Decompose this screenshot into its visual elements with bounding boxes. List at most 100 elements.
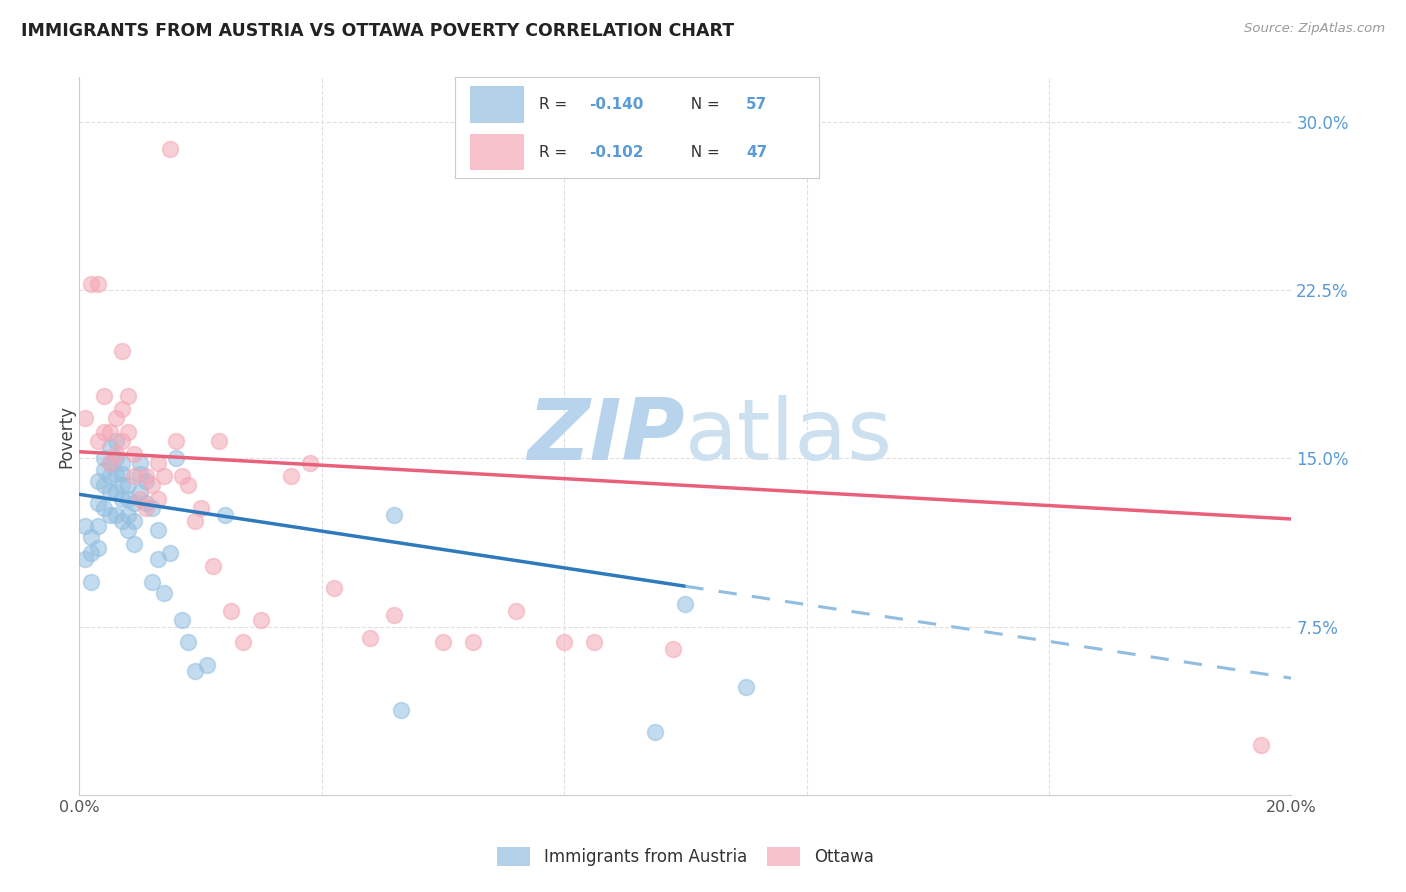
Point (644, 725, 666, 739)
Point (662, 642, 685, 657)
Point (141, 478, 163, 492)
Point (153, 469, 176, 483)
Point (80, 530, 103, 544)
Point (104, 508, 127, 522)
Point (505, 604, 527, 618)
Point (135, 469, 157, 483)
Point (86, 496, 108, 510)
Text: atlas: atlas (685, 394, 893, 477)
Point (98, 508, 121, 522)
Point (146, 491, 169, 506)
Point (190, 500, 212, 515)
Point (104, 485, 127, 500)
Point (93, 389, 115, 403)
Point (280, 469, 302, 483)
Point (208, 434, 231, 448)
Point (172, 613, 194, 627)
Point (98, 456, 121, 470)
Point (117, 508, 139, 522)
Point (98, 456, 121, 470)
Point (122, 536, 145, 550)
Point (583, 635, 606, 649)
Point (111, 434, 134, 448)
Point (1250, 739, 1272, 753)
Point (673, 597, 696, 611)
Point (129, 456, 152, 470)
Point (165, 434, 187, 448)
Point (104, 411, 127, 425)
Point (146, 552, 169, 566)
Point (98, 425, 121, 439)
Point (553, 635, 575, 649)
Point (183, 514, 205, 528)
Point (104, 451, 127, 466)
Text: IMMIGRANTS FROM AUSTRIA VS OTTAWA POVERTY CORRELATION CHART: IMMIGRANTS FROM AUSTRIA VS OTTAWA POVERT… (21, 22, 734, 40)
Point (111, 402, 134, 417)
Point (298, 456, 321, 470)
Point (111, 467, 134, 482)
Point (463, 635, 485, 649)
Text: Source: ZipAtlas.com: Source: ZipAtlas.com (1244, 22, 1385, 36)
Point (117, 523, 139, 537)
Legend: Immigrants from Austria, Ottawa: Immigrants from Austria, Ottawa (491, 840, 880, 872)
Point (177, 478, 200, 492)
Point (98, 440, 121, 454)
Point (117, 389, 139, 403)
Point (93, 478, 115, 492)
Point (165, 451, 187, 466)
Point (232, 635, 254, 649)
Point (93, 425, 115, 439)
Point (75, 552, 97, 566)
Point (219, 604, 242, 618)
Point (111, 514, 134, 528)
Point (104, 447, 127, 461)
Point (135, 496, 157, 510)
Point (86, 518, 108, 533)
Point (122, 496, 145, 510)
Point (75, 411, 97, 425)
Point (250, 613, 273, 627)
Point (93, 500, 115, 515)
Point (104, 467, 127, 482)
Point (80, 546, 103, 560)
Point (172, 469, 194, 483)
Point (129, 485, 152, 500)
Point (122, 469, 145, 483)
Point (86, 277, 108, 291)
Point (735, 680, 758, 694)
Point (104, 434, 127, 448)
Point (389, 702, 412, 716)
Point (93, 463, 115, 477)
Point (359, 631, 381, 645)
Point (117, 478, 139, 492)
Point (129, 491, 152, 506)
Point (153, 586, 176, 600)
Point (86, 434, 108, 448)
Text: ZIP: ZIP (527, 394, 685, 477)
Point (129, 467, 152, 482)
Point (75, 518, 97, 533)
Point (141, 574, 163, 589)
Point (122, 514, 145, 528)
Point (135, 474, 157, 488)
Point (146, 523, 169, 537)
Point (384, 508, 406, 522)
Point (135, 500, 157, 515)
Point (432, 635, 454, 649)
Point (177, 635, 200, 649)
Point (322, 582, 344, 596)
Point (80, 277, 103, 291)
Point (111, 456, 134, 470)
Point (111, 478, 134, 492)
Point (80, 574, 103, 589)
Point (86, 541, 108, 556)
Point (93, 451, 115, 466)
Point (98, 485, 121, 500)
Point (98, 469, 121, 483)
Point (159, 142, 181, 156)
Point (122, 447, 145, 461)
Point (111, 343, 134, 358)
Point (141, 500, 163, 515)
Point (214, 508, 236, 522)
Point (183, 665, 205, 679)
